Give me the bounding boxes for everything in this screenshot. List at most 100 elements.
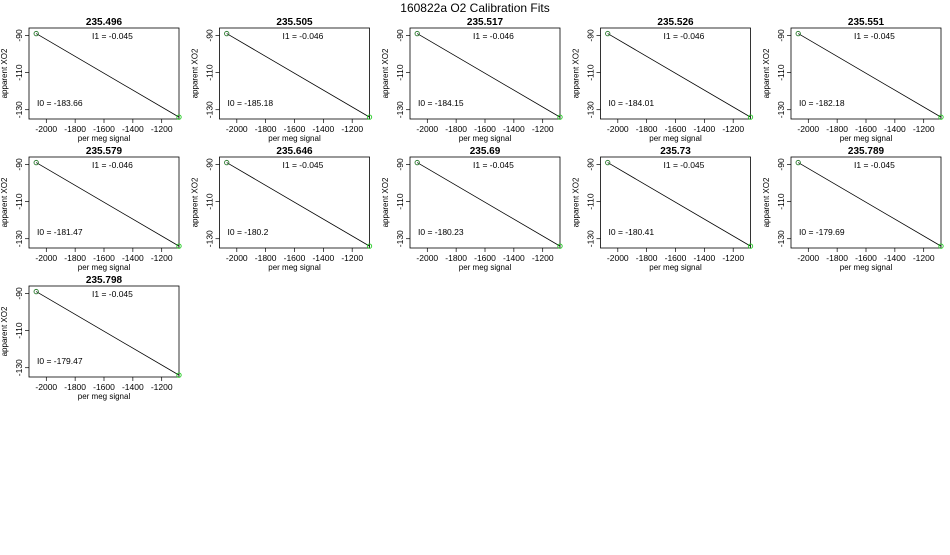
x-tick-label: -2000 — [607, 124, 629, 134]
data-point — [414, 159, 420, 166]
slope-annotation: I1 = -0.045 — [473, 160, 514, 170]
x-axis-label: per meg signal — [268, 134, 321, 143]
slope-annotation: I1 = -0.046 — [283, 31, 324, 41]
fit-line — [226, 162, 370, 247]
x-tick-label: -1600 — [93, 382, 115, 392]
data-point — [366, 243, 373, 249]
fit-line — [798, 33, 942, 118]
x-tick-label: -1200 — [532, 253, 554, 263]
fit-line — [607, 162, 751, 247]
panel-title: 235.646 — [276, 146, 313, 157]
x-tick-label: -1600 — [284, 253, 306, 263]
x-tick-label: -1400 — [122, 253, 144, 263]
panel-title: 235.73 — [660, 146, 691, 157]
fit-line — [607, 33, 751, 118]
plot-panel-5: 235.551 -2000 -1800 -1600 -1400 -1200 -90 -110 -… — [762, 17, 944, 143]
x-tick-label: -1600 — [855, 124, 877, 134]
y-tick-label: -130 — [14, 101, 24, 118]
x-tick-label: -1400 — [884, 124, 906, 134]
x-axis-label: per meg signal — [459, 134, 512, 143]
x-axis-label: per meg signal — [78, 263, 131, 272]
x-tick-label: -1600 — [665, 253, 687, 263]
x-tick-label: -1800 — [636, 253, 658, 263]
x-tick-label: -1600 — [284, 124, 306, 134]
x-tick-label: -1200 — [722, 124, 744, 134]
data-point — [795, 30, 801, 37]
y-axis-label: apparent XO2 — [381, 48, 390, 98]
x-tick-label: -1200 — [722, 253, 744, 263]
x-tick-label: -1200 — [151, 382, 173, 392]
y-tick-label: -110 — [395, 64, 405, 81]
y-tick-label: -90 — [586, 158, 596, 171]
data-point — [605, 30, 611, 37]
intercept-annotation: I0 = -183.66 — [37, 98, 83, 108]
intercept-annotation: I0 = -179.69 — [799, 227, 845, 237]
plot-panel-4: 235.526 -2000 -1800 -1600 -1400 -1200 -90 -110 -… — [572, 17, 754, 143]
data-point — [938, 114, 944, 120]
data-point — [414, 30, 420, 37]
y-tick-label: -130 — [586, 101, 596, 118]
x-tick-label: -1200 — [913, 253, 935, 263]
y-tick-label: -130 — [776, 230, 786, 247]
panel-title: 235.526 — [657, 17, 694, 28]
x-tick-label: -1800 — [64, 124, 86, 134]
y-axis-label: apparent XO2 — [0, 306, 9, 356]
y-tick-label: -110 — [395, 193, 405, 210]
x-tick-label: -1800 — [826, 124, 848, 134]
x-axis-label: per meg signal — [840, 263, 893, 272]
x-tick-label: -1800 — [826, 253, 848, 263]
data-point — [224, 30, 230, 37]
x-tick-label: -1600 — [855, 253, 877, 263]
y-tick-label: -90 — [14, 29, 24, 42]
x-tick-label: -1200 — [151, 253, 173, 263]
slope-annotation: I1 = -0.045 — [92, 31, 133, 41]
page-title: 160822a O2 Calibration Fits — [400, 1, 549, 15]
plot-panel-3: 235.517 -2000 -1800 -1600 -1400 -1200 -90 -110 -… — [381, 17, 563, 143]
x-tick-label: -1600 — [93, 124, 115, 134]
y-tick-label: -90 — [395, 29, 405, 42]
plot-panel-6: 235.579 -2000 -1800 -1600 -1400 -1200 -90 -110 -… — [0, 146, 182, 272]
x-tick-label: -1600 — [665, 124, 687, 134]
y-axis-label: apparent XO2 — [0, 48, 9, 98]
data-point — [224, 159, 230, 166]
x-tick-label: -1800 — [445, 124, 467, 134]
x-tick-label: -1800 — [255, 124, 277, 134]
y-axis-label: apparent XO2 — [762, 48, 771, 98]
fit-line — [36, 162, 180, 247]
x-tick-label: -1800 — [64, 253, 86, 263]
y-tick-label: -130 — [586, 230, 596, 247]
y-axis-label: apparent XO2 — [191, 177, 200, 227]
y-axis-label: apparent XO2 — [0, 177, 9, 227]
x-axis-label: per meg signal — [840, 134, 893, 143]
fit-line — [36, 33, 180, 118]
slope-annotation: I1 = -0.045 — [854, 160, 895, 170]
data-point — [747, 243, 754, 249]
y-tick-label: -110 — [776, 193, 786, 210]
intercept-annotation: I0 = -185.18 — [228, 98, 274, 108]
data-point — [176, 372, 182, 378]
fit-line — [417, 162, 561, 247]
x-tick-label: -1600 — [474, 124, 496, 134]
x-tick-label: -1400 — [312, 253, 334, 263]
data-point — [605, 159, 611, 166]
x-tick-label: -2000 — [35, 124, 57, 134]
data-point — [557, 243, 563, 249]
plot-panel-1: 235.496 -2000 -1800 -1600 -1400 -1200 -90 -110 -… — [0, 17, 182, 143]
x-tick-label: -2000 — [226, 124, 248, 134]
intercept-annotation: I0 = -180.23 — [418, 227, 464, 237]
y-tick-label: -90 — [586, 29, 596, 42]
y-tick-label: -130 — [395, 230, 405, 247]
x-tick-label: -1400 — [693, 124, 715, 134]
plot-panel-7: 235.646 -2000 -1800 -1600 -1400 -1200 -90 -110 -… — [191, 146, 373, 272]
y-tick-label: -90 — [205, 29, 215, 42]
data-point — [366, 114, 373, 120]
plot-panel-9: 235.73 -2000 -1800 -1600 -1400 -1200 -90 -110 -1… — [572, 146, 754, 272]
x-tick-label: -2000 — [416, 253, 438, 263]
y-tick-label: -110 — [14, 322, 24, 339]
y-axis-label: apparent XO2 — [572, 177, 581, 227]
panel-title: 235.579 — [86, 146, 123, 157]
intercept-annotation: I0 = -184.15 — [418, 98, 464, 108]
x-tick-label: -1400 — [122, 382, 144, 392]
x-axis-label: per meg signal — [649, 134, 702, 143]
y-tick-label: -90 — [14, 287, 24, 300]
